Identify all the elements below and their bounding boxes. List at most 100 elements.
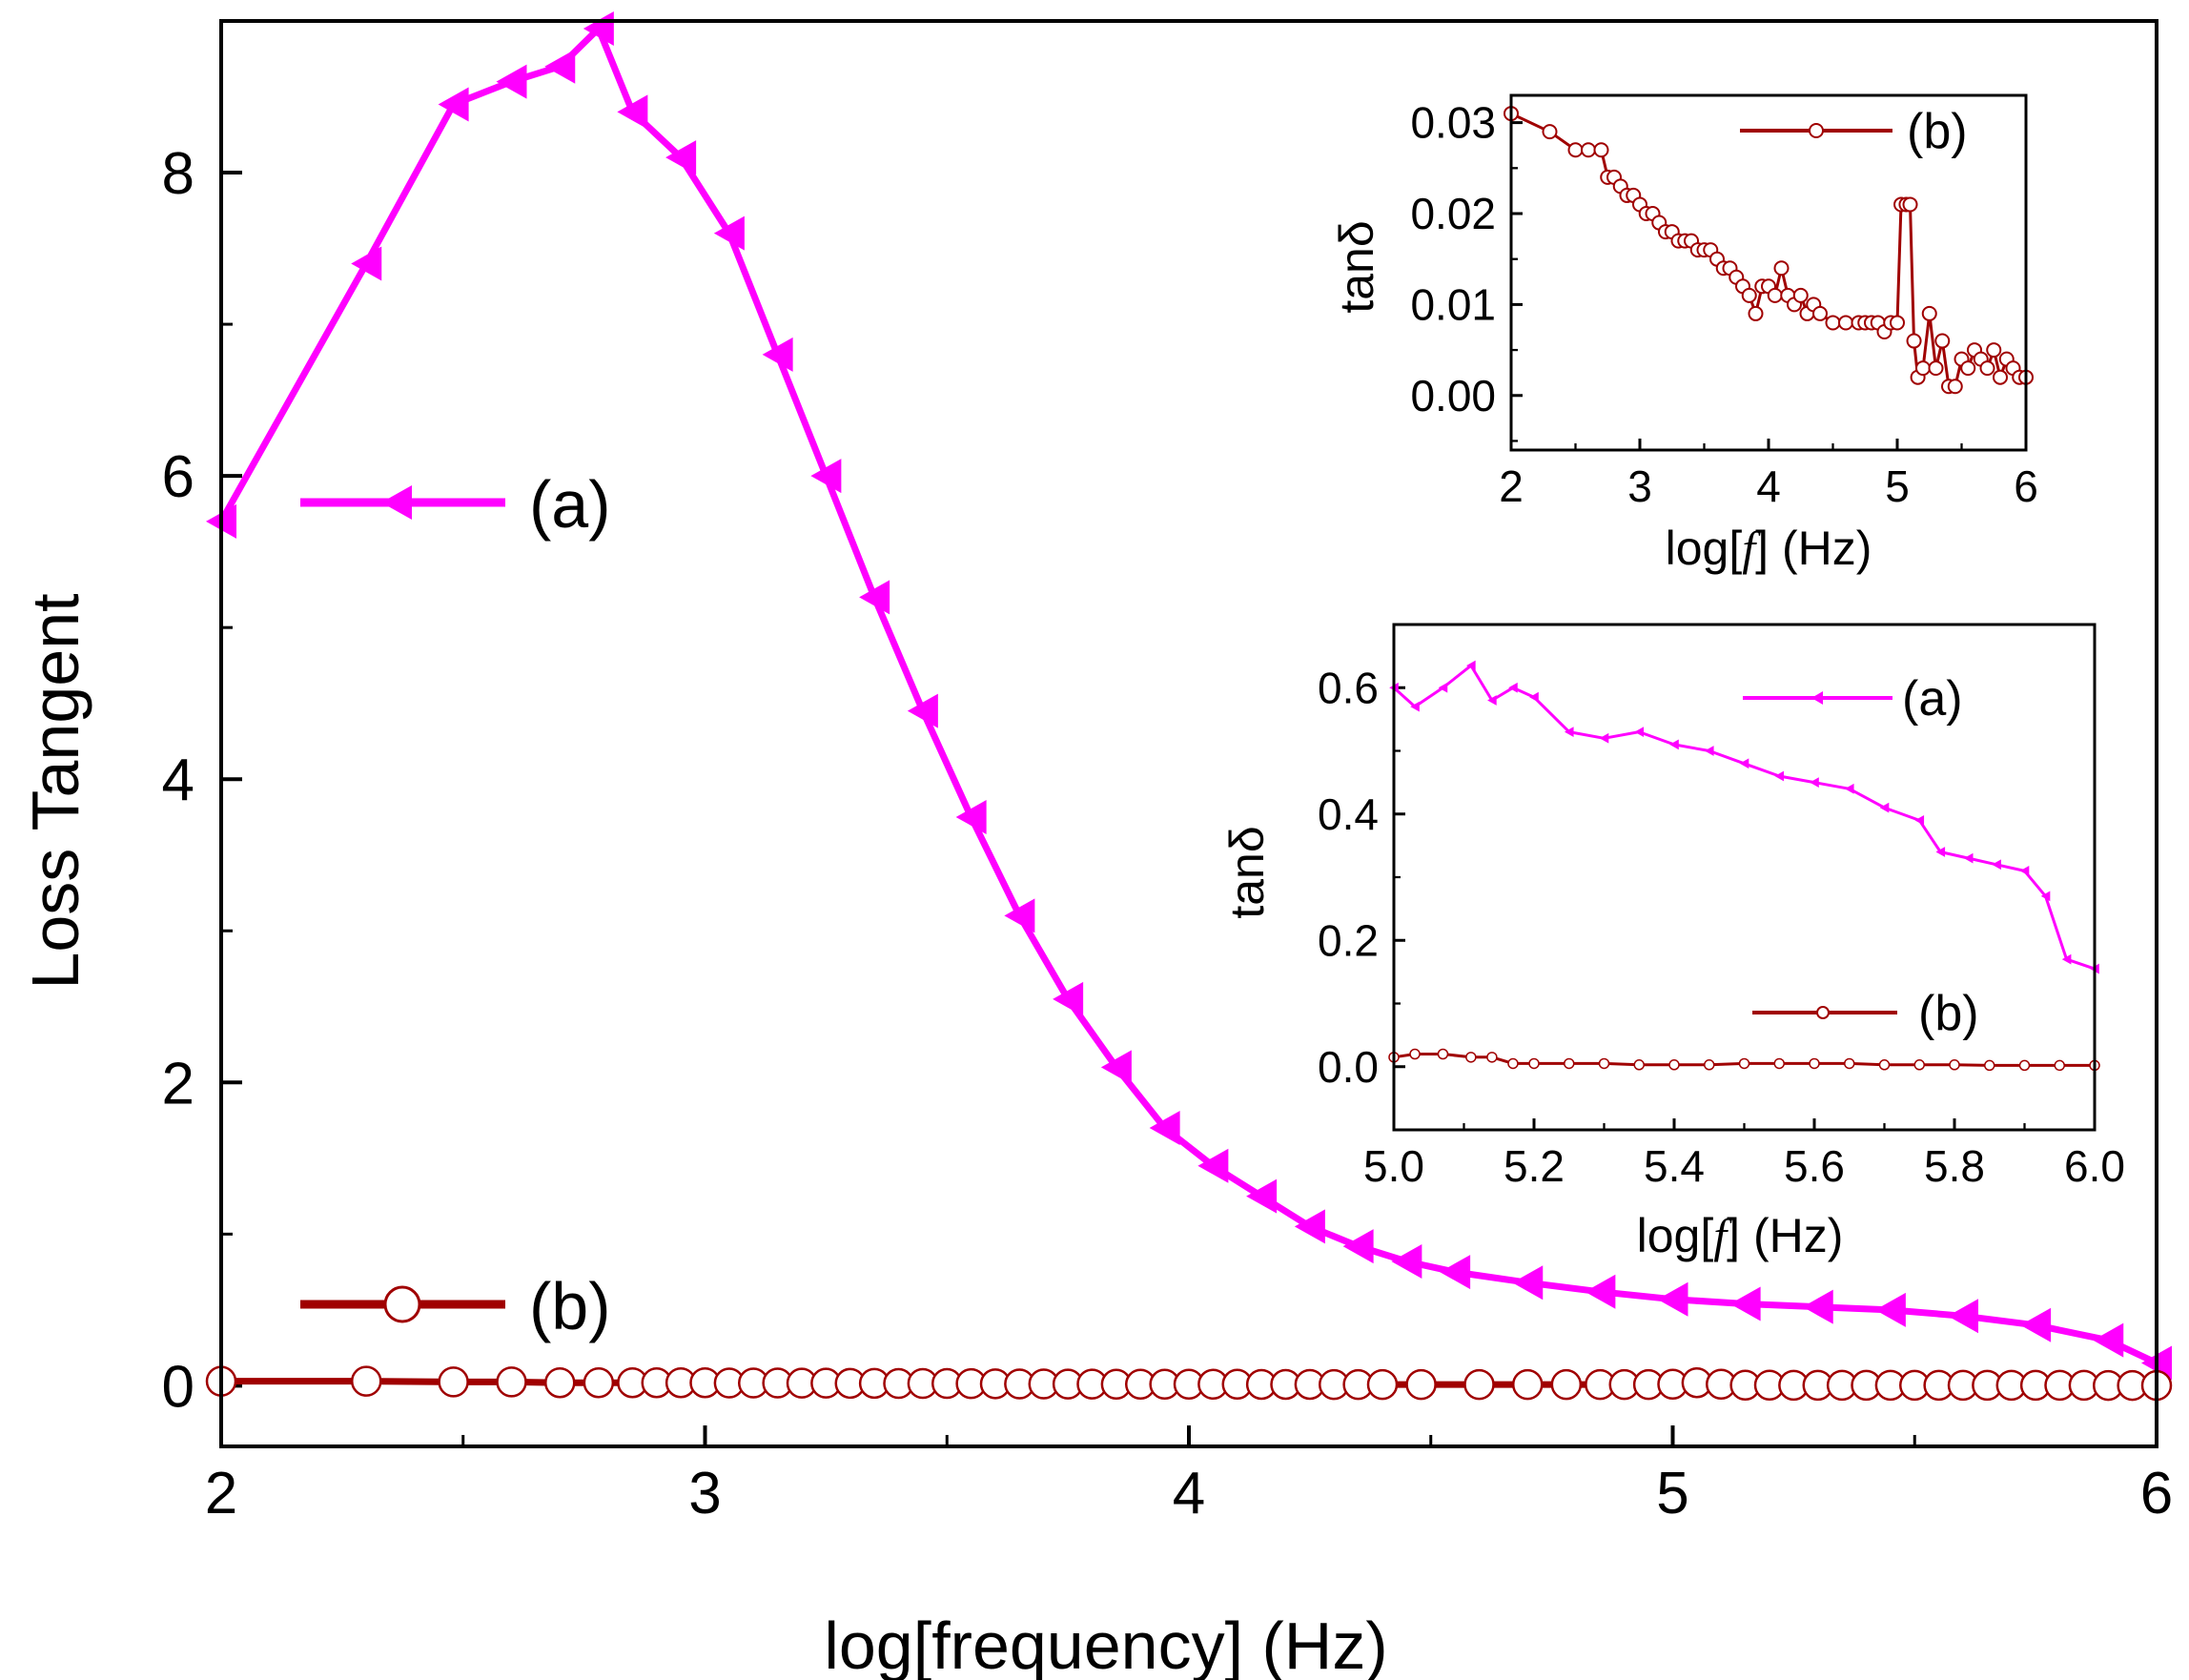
inset-bottom-x-title-part1: log[ [1637, 1209, 1714, 1262]
main-series-b-point [1366, 1368, 1399, 1401]
inset-top-series-b-point [1838, 315, 1853, 331]
inset-bottom-chart: 5.0 5.2 5.4 5.6 5.8 6.0 0.0 0.2 0.4 0.6 log[f] (H… [1220, 620, 2125, 1262]
main-series-a-point [438, 87, 469, 122]
inset-top-series-b-point [1890, 315, 1905, 331]
main-series-a-point [351, 246, 382, 281]
main-series-a-point [1874, 1292, 1906, 1327]
inset-bottom-series [1388, 660, 2100, 1072]
inset-bottom-series-b-point [1738, 1057, 1750, 1070]
inset-top-series-b-point [1960, 360, 1976, 377]
main-series-b-point [544, 1366, 576, 1399]
inset-bottom-y-tick-label: 0.0 [1318, 1042, 1379, 1092]
inset-top-series-b-point [1928, 360, 1944, 377]
inset-top-y-tick-label: 0.01 [1410, 279, 1496, 329]
main-series-a-point [1657, 1281, 1688, 1317]
inset-top-series-b-point [1921, 305, 1937, 321]
inset-top-series-b-point [1581, 142, 1596, 158]
inset-top-x-tick-label: 4 [1756, 461, 1781, 511]
inset-top-x-axis-title: log[f] (Hz) [1666, 522, 1872, 575]
inset-top-series-b-point [1986, 342, 2002, 359]
legend-label-b: (b) [529, 1269, 611, 1343]
main-series-a-point [1246, 1178, 1278, 1214]
inset-top-series-b-point [1906, 333, 1922, 349]
inset-top-series-b-point [1593, 142, 1609, 158]
main-series-b-point [351, 1365, 382, 1397]
inset-top-series-b-point [1767, 287, 1783, 303]
main-series-a-point [1342, 1229, 1374, 1264]
inset-bottom-series-a-point [1599, 732, 1609, 744]
main-series-a-point [1053, 981, 1084, 1016]
inset-top-x-title-part1: log[ [1666, 522, 1743, 575]
inset-bottom-plot-frame [1392, 623, 2097, 1132]
inset-top-x-tick-label: 6 [2014, 461, 2038, 511]
inset-bottom-x-title-part2: ] (Hz) [1727, 1209, 1843, 1262]
inset-top-y-tick-label: 0.00 [1410, 371, 1496, 420]
main-series-a-point [1440, 1255, 1471, 1290]
inset-bottom-y-tick-label: 0.6 [1318, 663, 1379, 712]
inset-top-series-b-point [1748, 305, 1764, 321]
inset-bottom-series-b-point [1507, 1057, 1519, 1070]
inset-top-series-b-point [1915, 360, 1931, 377]
main-series-a-point [1100, 1050, 1132, 1085]
main-plot-frame [219, 19, 2158, 1448]
inset-top-series-b-point [1773, 260, 1790, 277]
inset-top-legend-marker-b [1809, 123, 1824, 138]
inset-top-x-tick-label: 2 [1499, 461, 1524, 511]
inset-top-series-b-point [1947, 379, 1963, 395]
inset-bottom-series-a-point [2040, 891, 2051, 902]
inset-bottom-x-tick-label: 5.8 [1924, 1141, 1985, 1191]
main-y-tick-label: 8 [162, 141, 194, 207]
inset-bottom-series-b-point [1486, 1052, 1498, 1063]
main-series-b-point [583, 1366, 615, 1399]
inset-top-legend-label-b: (b) [1907, 104, 1968, 159]
inset-top-legend: (b) [1740, 104, 1968, 159]
inset-bottom-series-a-point [2019, 865, 2030, 876]
inset-bottom-series-b-point [1633, 1059, 1645, 1071]
main-x-tick-label: 4 [1173, 1461, 1205, 1526]
legend-label-a: (a) [529, 467, 611, 542]
inset-bottom-series-b-point [2054, 1059, 2065, 1072]
inset-bottom-series-a-point [1810, 777, 1819, 789]
main-x-tick-label: 2 [205, 1461, 237, 1526]
inset-bottom-series-a-point [1438, 682, 1448, 693]
main-series-a-line [217, 25, 2158, 1366]
inset-bottom-series-a-point [1466, 660, 1476, 671]
main-series-b-point [1550, 1368, 1583, 1401]
main-legend: (a) (b) [300, 467, 611, 1343]
inset-bottom-series-b-point [1704, 1059, 1715, 1071]
inset-top-series-b-point [1812, 305, 1828, 321]
inset-bottom-y-axis-title: tanδ [1220, 826, 1274, 918]
main-series-a-point [1585, 1274, 1616, 1309]
main-series-a-point [2020, 1307, 2052, 1342]
main-series [205, 10, 2173, 1402]
inset-bottom-series-b-point [1949, 1059, 1960, 1071]
main-series-a-point [617, 94, 648, 130]
inset-bottom-x-tick-label: 5.2 [1504, 1141, 1565, 1191]
main-series-a-point [496, 64, 527, 99]
inset-top-series-b-point [1825, 315, 1841, 331]
inset-bottom-x-tick-label: 5.4 [1644, 1141, 1705, 1191]
inset-bottom-series-a-point [2061, 953, 2072, 965]
main-series-a-point [1512, 1265, 1544, 1301]
inset-top-chart: 2 3 4 5 6 0.00 0.01 0.02 0.03 log[f] (Hz) tanδ (… [1330, 91, 2038, 575]
inset-top-series-b-point [1902, 196, 1918, 213]
inset-bottom-series-b-point [1878, 1059, 1891, 1071]
inset-bottom-series-b-point [1984, 1059, 1995, 1072]
inset-bottom-series-a-point [1844, 783, 1854, 794]
inset-top-y-tick-label: 0.03 [1410, 98, 1496, 148]
main-series-b-point [496, 1366, 527, 1398]
main-series-a-point [859, 580, 890, 615]
inset-bottom-series-b-point [1809, 1057, 1820, 1070]
main-series-b-point [1405, 1368, 1437, 1401]
inset-bottom-series-a-point [1879, 802, 1890, 813]
inset-top-series-b-point [1993, 369, 2008, 385]
inset-top-x-tick-label: 3 [1627, 461, 1652, 511]
inset-bottom-series-a-point [1564, 727, 1574, 738]
main-series-a-point [1729, 1286, 1761, 1321]
main-series-a-point [544, 49, 576, 84]
main-series-a-point [907, 693, 938, 728]
inset-bottom-x-tick-label: 6.0 [2064, 1141, 2125, 1191]
inset-top-series-b-point [1741, 287, 1757, 303]
